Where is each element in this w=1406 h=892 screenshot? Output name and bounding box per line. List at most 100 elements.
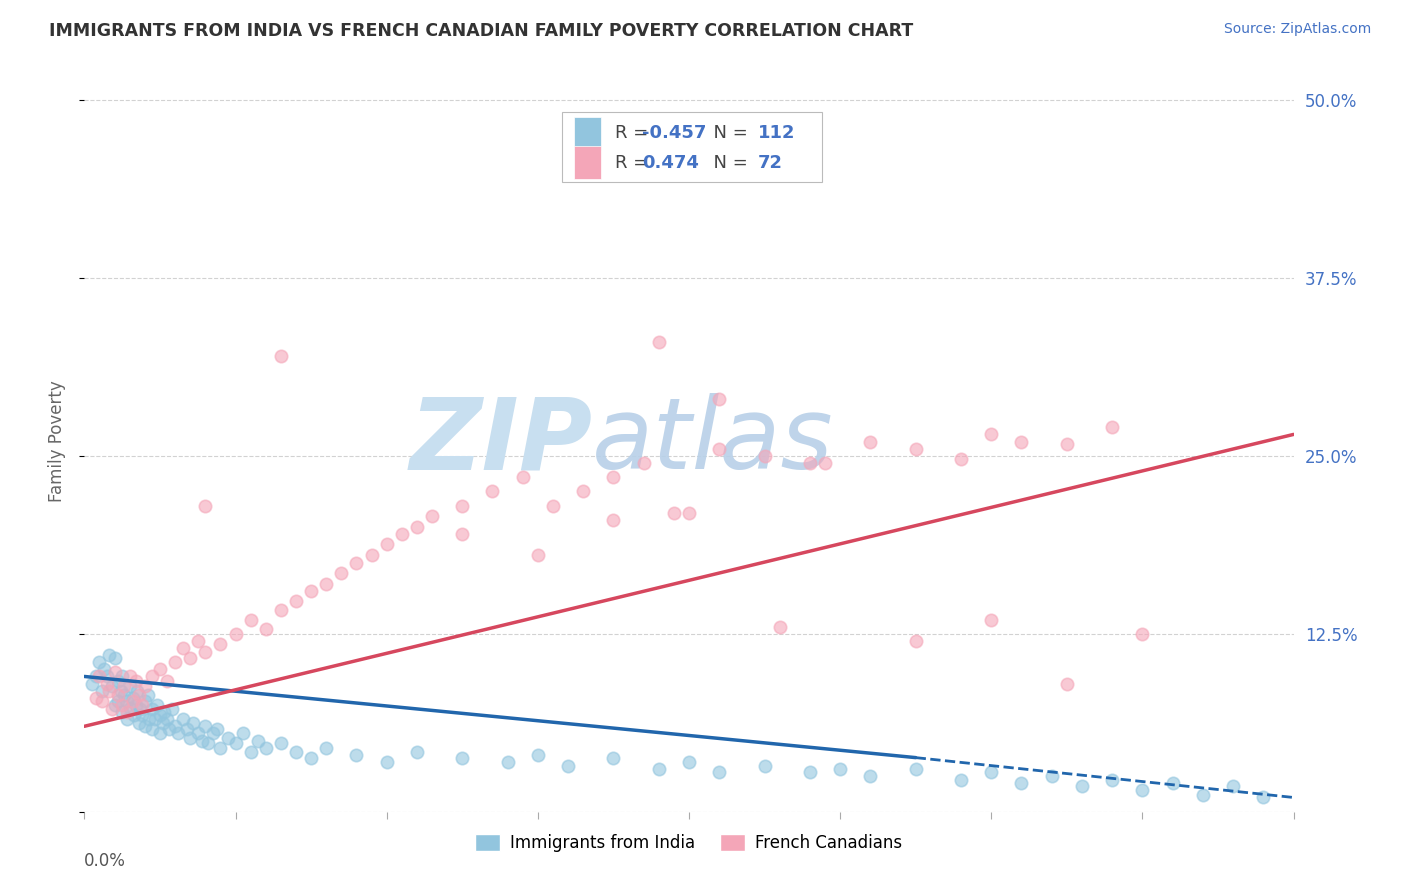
Point — [160, 702, 183, 716]
Point — [346, 556, 368, 570]
Point — [633, 456, 655, 470]
Point — [172, 712, 194, 726]
Point — [662, 506, 685, 520]
Point — [128, 688, 150, 702]
Point — [602, 750, 624, 764]
Point — [1130, 783, 1153, 797]
Text: N =: N = — [702, 124, 754, 142]
Text: 72: 72 — [758, 153, 783, 172]
Point — [134, 694, 156, 708]
Text: -0.457: -0.457 — [641, 124, 706, 142]
Point — [209, 637, 232, 651]
Point — [86, 669, 108, 683]
Point — [451, 750, 474, 764]
Point — [107, 694, 129, 708]
Point — [207, 722, 229, 736]
Point — [541, 499, 564, 513]
Point — [1040, 769, 1063, 783]
Point — [406, 745, 429, 759]
Point — [121, 694, 143, 708]
Point — [512, 470, 534, 484]
FancyBboxPatch shape — [574, 117, 600, 150]
Point — [118, 669, 141, 683]
Point — [115, 712, 138, 726]
Point — [225, 626, 247, 640]
Point — [285, 745, 308, 759]
Point — [678, 506, 700, 520]
Point — [1130, 626, 1153, 640]
Point — [496, 755, 519, 769]
Point — [91, 683, 114, 698]
Point — [799, 456, 821, 470]
Point — [107, 673, 129, 688]
Point — [285, 594, 308, 608]
Point — [406, 520, 429, 534]
Point — [111, 698, 134, 712]
Legend: Immigrants from India, French Canadians: Immigrants from India, French Canadians — [468, 828, 910, 859]
Text: atlas: atlas — [592, 393, 834, 490]
Point — [1192, 788, 1215, 802]
Point — [181, 716, 204, 731]
Point — [1071, 779, 1094, 793]
Text: 0.0%: 0.0% — [84, 853, 127, 871]
Point — [115, 705, 138, 719]
Point — [232, 726, 254, 740]
Point — [149, 707, 172, 722]
Text: 0.474: 0.474 — [641, 153, 699, 172]
Point — [859, 769, 882, 783]
Point — [980, 427, 1002, 442]
Point — [104, 665, 127, 680]
Text: R =: R = — [616, 153, 659, 172]
Text: Source: ZipAtlas.com: Source: ZipAtlas.com — [1223, 22, 1371, 37]
Point — [97, 648, 120, 662]
Point — [1101, 420, 1123, 434]
Point — [149, 662, 172, 676]
Point — [121, 690, 143, 705]
Point — [315, 577, 337, 591]
Point — [91, 694, 114, 708]
Point — [197, 736, 219, 750]
Point — [769, 619, 792, 633]
Point — [950, 773, 973, 788]
Point — [187, 726, 209, 740]
Point — [239, 745, 262, 759]
Point — [131, 707, 153, 722]
Point — [648, 762, 671, 776]
Point — [187, 633, 209, 648]
Point — [127, 683, 149, 698]
Point — [678, 755, 700, 769]
Point — [138, 712, 160, 726]
Point — [100, 702, 122, 716]
Point — [96, 676, 118, 690]
Point — [112, 680, 135, 694]
Point — [481, 484, 503, 499]
Point — [980, 764, 1002, 779]
Point — [239, 613, 262, 627]
Point — [89, 655, 111, 669]
Point — [859, 434, 882, 449]
Point — [709, 392, 731, 406]
Point — [131, 698, 153, 712]
Point — [527, 747, 550, 762]
Point — [179, 731, 201, 745]
Point — [194, 719, 217, 733]
Point — [146, 698, 169, 712]
Point — [172, 640, 194, 655]
Point — [111, 669, 134, 683]
Point — [115, 694, 138, 708]
Point — [799, 764, 821, 779]
Point — [100, 680, 122, 694]
FancyBboxPatch shape — [562, 112, 823, 183]
Point — [104, 698, 127, 712]
Point — [176, 722, 198, 736]
Point — [125, 698, 148, 712]
Point — [391, 527, 413, 541]
Point — [754, 759, 776, 773]
Point — [247, 733, 270, 747]
Point — [572, 484, 595, 499]
Point — [254, 623, 277, 637]
Point — [904, 762, 927, 776]
Point — [1011, 776, 1033, 790]
Point — [118, 680, 141, 694]
Point — [980, 613, 1002, 627]
